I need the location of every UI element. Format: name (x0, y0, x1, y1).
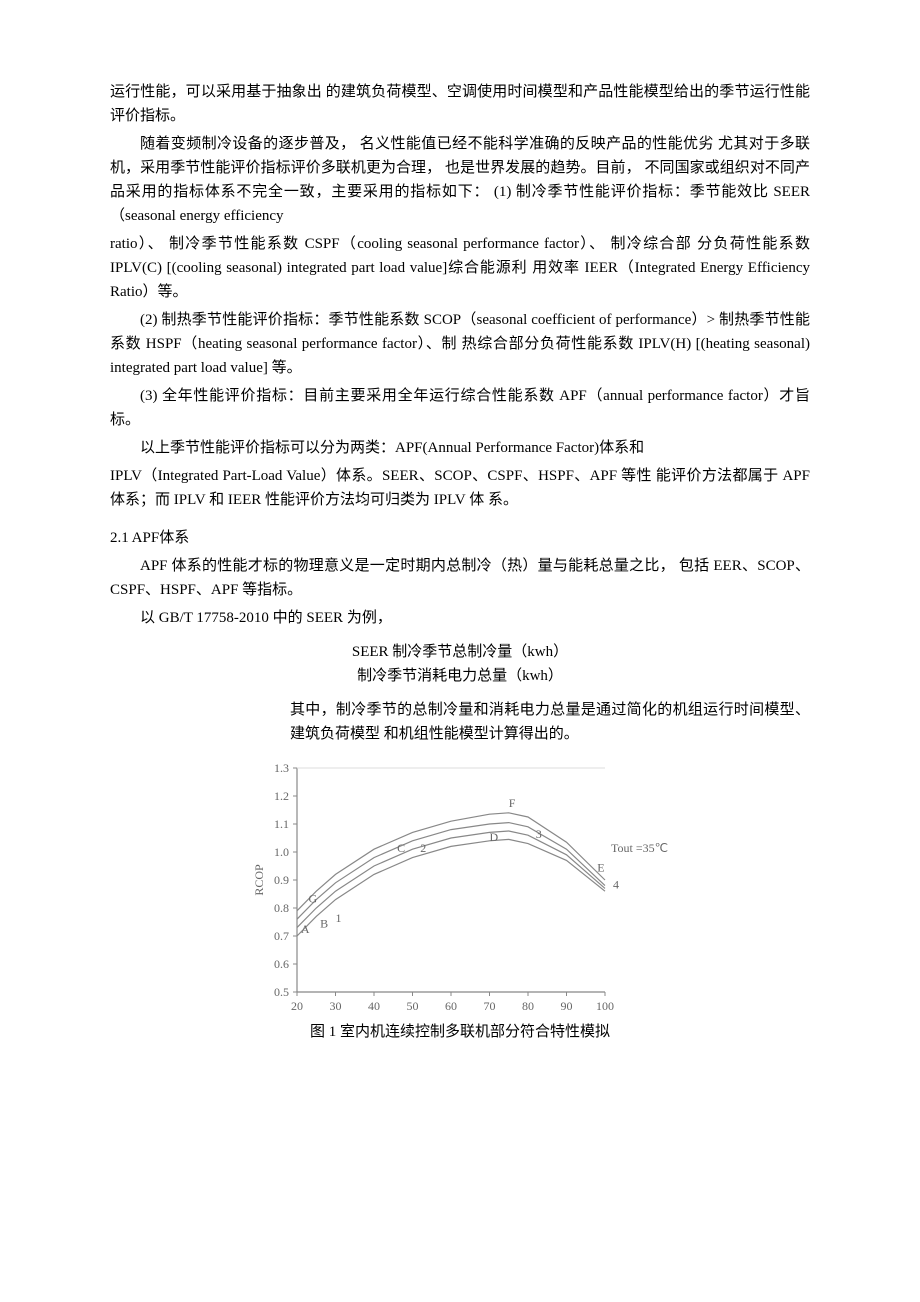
svg-text:70: 70 (484, 999, 496, 1013)
figure: 0.5 0.6 0.7 0.8 0.9 1.0 1.1 1.2 1.3 20 30 40 50 60 70 8… (110, 758, 810, 1044)
svg-text:1.0: 1.0 (274, 845, 289, 859)
svg-text:0.6: 0.6 (274, 957, 289, 971)
svg-text:90: 90 (561, 999, 573, 1013)
svg-text:1.1: 1.1 (274, 817, 289, 831)
svg-text:0.5: 0.5 (274, 985, 289, 999)
svg-text:60: 60 (445, 999, 457, 1013)
svg-text:4: 4 (613, 877, 619, 891)
svg-text:2: 2 (420, 841, 426, 855)
section-heading: 2.1 APF体系 (110, 526, 810, 550)
svg-text:40: 40 (368, 999, 380, 1013)
paragraph: IPLV（Integrated Part-Load Value）体系。SEER、… (110, 464, 810, 512)
svg-text:G: G (309, 891, 318, 905)
svg-text:20: 20 (291, 999, 303, 1013)
svg-text:D: D (490, 830, 499, 844)
svg-text:0.8: 0.8 (274, 901, 289, 915)
paragraph: (3) 全年性能评价指标：目前主要采用全年运行综合性能系数 APF（annual… (110, 384, 810, 432)
svg-text:30: 30 (330, 999, 342, 1013)
svg-text:C: C (397, 841, 405, 855)
svg-text:B: B (320, 917, 328, 931)
formula: SEER 制冷季节总制冷量（kwh） 制冷季节消耗电力总量（kwh） (110, 640, 810, 688)
svg-text:0.7: 0.7 (274, 929, 289, 943)
svg-text:0.9: 0.9 (274, 873, 289, 887)
formula-line: SEER 制冷季节总制冷量（kwh） (110, 640, 810, 664)
paragraph: 运行性能，可以采用基于抽象出 的建筑负荷模型、空调使用时间模型和产品性能模型给出… (110, 80, 810, 128)
svg-text:100: 100 (596, 999, 614, 1013)
svg-text:1: 1 (336, 911, 342, 925)
svg-text:80: 80 (522, 999, 534, 1013)
line-chart: 0.5 0.6 0.7 0.8 0.9 1.0 1.1 1.2 1.3 20 30 40 50 60 70 8… (245, 758, 675, 1018)
paragraph: 随着变频制冷设备的逐步普及， 名义性能值已经不能科学准确的反映产品的性能优劣 尤… (110, 132, 810, 228)
svg-text:F: F (509, 796, 516, 810)
formula-line: 制冷季节消耗电力总量（kwh） (110, 664, 810, 688)
paragraph: (2) 制热季节性能评价指标：季节性能系数 SCOP（seasonal coef… (110, 308, 810, 380)
svg-text:1.2: 1.2 (274, 789, 289, 803)
svg-text:Tout =35℃: Tout =35℃ (611, 841, 668, 855)
paragraph: 以上季节性能评价指标可以分为两类：APF(Annual Performance … (110, 436, 810, 460)
svg-text:RCOP: RCOP (252, 864, 266, 896)
svg-text:3: 3 (536, 827, 542, 841)
paragraph: ratio）、 制冷季节性能系数 CSPF（cooling seasonal p… (110, 232, 810, 304)
paragraph: APF 体系的性能才标的物理意义是一定时期内总制冷（热）量与能耗总量之比， 包括… (110, 554, 810, 602)
svg-text:E: E (597, 861, 604, 875)
formula-note: 其中，制冷季节的总制冷量和消耗电力总量是通过简化的机组运行时间模型、建筑负荷模型… (290, 698, 810, 746)
svg-text:50: 50 (407, 999, 419, 1013)
figure-caption: 图 1 室内机连续控制多联机部分符合特性模拟 (110, 1020, 810, 1044)
svg-text:A: A (301, 922, 310, 936)
svg-text:1.3: 1.3 (274, 761, 289, 775)
paragraph: 以 GB/T 17758-2010 中的 SEER 为例， (110, 606, 810, 630)
